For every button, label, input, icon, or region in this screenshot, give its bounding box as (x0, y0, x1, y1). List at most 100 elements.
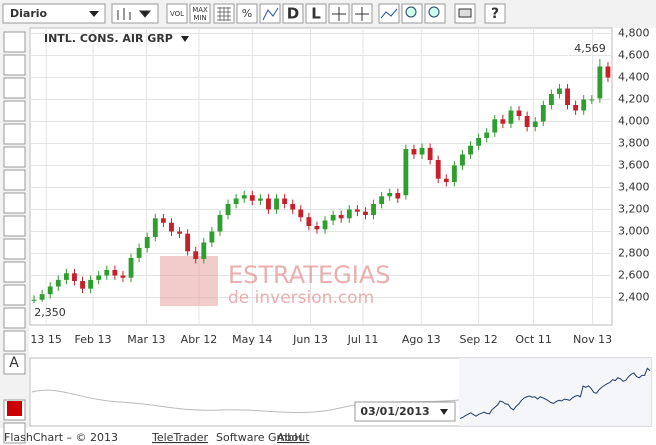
date-box[interactable] (354, 401, 456, 422)
candle-body (306, 217, 312, 226)
x-tick-label: Sep 12 (460, 333, 498, 346)
max-label: MAX (192, 6, 208, 14)
candle-body (581, 99, 587, 111)
tool-button[interactable] (3, 100, 26, 122)
trend-button[interactable] (378, 3, 400, 24)
x-tick-label: Jun 13 (292, 333, 328, 346)
y-tick-label: 2,400 (618, 291, 650, 304)
title-arrow[interactable] (181, 36, 189, 42)
y-tick-label: 4,600 (618, 49, 650, 62)
help-label: ? (491, 6, 499, 22)
tool-button[interactable] (3, 123, 26, 145)
y-tick-label: 2,600 (618, 269, 650, 282)
candle-body (193, 251, 199, 259)
candle-body (96, 275, 102, 280)
candle-body (597, 66, 603, 99)
candle-body (419, 147, 425, 155)
percent-button[interactable] (236, 3, 258, 24)
candle-body (298, 209, 304, 218)
candle-body (136, 248, 142, 258)
tool-button[interactable] (3, 307, 26, 329)
candle-body (403, 149, 409, 196)
tool-button[interactable] (3, 215, 26, 237)
candle-body (589, 99, 595, 101)
footer-suffix: Software GmbH (216, 431, 302, 444)
candle-body (274, 198, 279, 210)
l-label: L (311, 5, 321, 23)
candle-body (104, 270, 110, 276)
crosshair-icon (332, 7, 346, 21)
tool-button[interactable] (3, 330, 26, 352)
help-button[interactable] (484, 3, 506, 24)
tool-button[interactable] (3, 54, 26, 76)
candle-body (330, 215, 336, 221)
tool-button[interactable] (3, 146, 26, 168)
l-button[interactable] (305, 3, 327, 24)
candle-body (565, 88, 570, 105)
candle-body (209, 231, 215, 243)
tool-button[interactable] (3, 422, 26, 444)
chart-type-select[interactable] (111, 3, 159, 24)
y-tick-label: 3,600 (618, 159, 650, 172)
tool-button[interactable] (3, 261, 26, 283)
candle-body (371, 204, 376, 215)
candle-body (468, 145, 473, 155)
y-tick-label: 3,400 (618, 181, 650, 194)
footer-link[interactable]: About (277, 431, 310, 444)
d-label: D (287, 5, 299, 23)
candle-body (516, 110, 522, 116)
candle-body (152, 218, 158, 237)
compare-button[interactable] (259, 3, 281, 24)
candle-body (443, 178, 449, 182)
candle-body (387, 193, 393, 197)
x-tick-label: Abr 12 (181, 333, 218, 346)
candle-body (548, 94, 554, 105)
candle-body (605, 66, 611, 78)
candle-body (435, 160, 441, 179)
candle-body (185, 233, 191, 252)
tool-button[interactable] (3, 353, 26, 375)
x-tick-label: Jul 11 (347, 333, 379, 346)
candle-body (508, 110, 514, 124)
navigator-window (459, 358, 651, 426)
candle-body (249, 195, 255, 201)
candle-body (72, 273, 77, 281)
y-tick-label: 2,800 (618, 247, 650, 260)
candle-body (354, 209, 360, 212)
candle-body (266, 198, 271, 210)
grid-icon (217, 7, 231, 21)
candle-body (112, 270, 118, 276)
candle-body (31, 299, 37, 301)
tool-button[interactable] (3, 284, 26, 306)
candle-body (63, 273, 69, 280)
d-button[interactable] (282, 3, 304, 24)
color-swatch (7, 401, 22, 416)
maxmin-button[interactable] (189, 3, 211, 24)
candle-body (540, 105, 546, 122)
footer-company[interactable]: TeleTrader (151, 431, 209, 444)
vol-button[interactable] (166, 3, 188, 24)
tool-button[interactable] (3, 77, 26, 99)
tool-button[interactable] (3, 192, 26, 214)
candle-body (532, 121, 538, 127)
min-label: MIN (193, 14, 206, 22)
watermark-logo (160, 256, 218, 306)
candle-body (460, 154, 465, 166)
period-select[interactable] (2, 3, 106, 24)
candle-body (201, 242, 207, 259)
y-tick-label: 4,200 (618, 93, 650, 106)
tool-button[interactable] (3, 31, 26, 53)
candle-body (128, 257, 134, 278)
percent-label: % (242, 7, 252, 20)
tool-button[interactable] (3, 238, 26, 260)
candle-body (177, 231, 182, 234)
watermark-line1: ESTRATEGIAS (228, 261, 390, 289)
x-tick-label: Oct 11 (515, 333, 552, 346)
print-icon (458, 8, 472, 18)
y-tick-label: 3,000 (618, 225, 650, 238)
tool-button[interactable] (3, 169, 26, 191)
watermark-line2: de inversion.com (228, 288, 374, 308)
candle-body (346, 209, 352, 219)
